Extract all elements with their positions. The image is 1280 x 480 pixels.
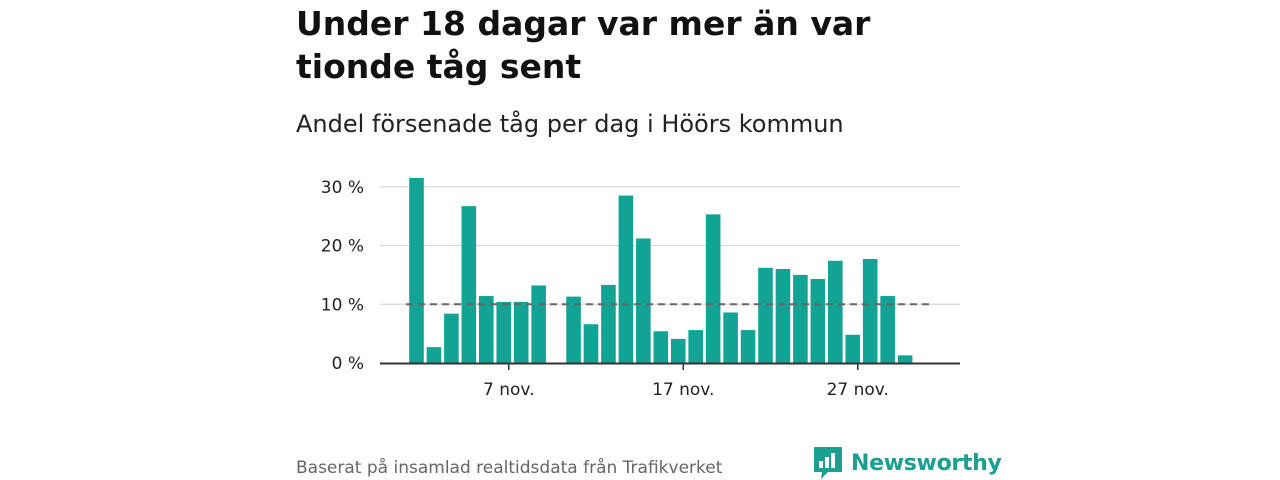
bar <box>566 296 581 363</box>
bar <box>670 338 686 363</box>
bar <box>531 285 546 363</box>
bar <box>513 301 529 363</box>
bar <box>479 296 494 363</box>
bar <box>496 301 512 363</box>
bar <box>810 278 826 363</box>
y-axis-labels: 0 % 10 % 20 % 30 % <box>321 178 364 374</box>
bar <box>409 177 424 363</box>
bar <box>688 330 703 363</box>
bar-chart-speech-bubble-icon <box>814 447 842 479</box>
bar <box>828 260 843 363</box>
bars <box>409 177 913 363</box>
bar <box>583 324 599 363</box>
bar <box>601 284 616 363</box>
bar <box>426 347 442 363</box>
bar <box>653 331 669 363</box>
x-tick-label: 17 nov. <box>652 380 714 400</box>
y-tick-label: 30 % <box>321 178 364 198</box>
y-tick-label: 20 % <box>321 237 364 257</box>
newsworthy-logo: Newsworthy <box>813 446 1002 480</box>
x-tick-label: 27 nov. <box>827 380 889 400</box>
bar <box>705 214 721 363</box>
bar <box>461 206 477 363</box>
bar <box>618 195 634 363</box>
source-note: Baserat på insamlad realtidsdata från Tr… <box>296 458 723 478</box>
bar <box>845 334 861 363</box>
bar <box>758 267 773 363</box>
bar <box>862 259 878 363</box>
y-tick-label: 10 % <box>321 295 364 315</box>
bar <box>740 330 756 363</box>
chart-title: Under 18 dagar var mer än var tionde tåg… <box>296 4 871 86</box>
x-tick-label: 7 nov. <box>483 380 535 400</box>
bar <box>897 355 913 363</box>
x-axis <box>380 362 960 370</box>
brand-name: Newsworthy <box>851 450 1002 476</box>
y-tick-label: 0 % <box>332 354 364 374</box>
x-axis-labels: 7 nov. 17 nov. 27 nov. <box>483 380 889 400</box>
bar <box>444 313 459 363</box>
bar <box>880 296 895 363</box>
bar-chart: 0 % 10 % 20 % 30 % 7 nov. 17 nov. 27 nov. <box>321 177 960 400</box>
bar <box>793 274 808 363</box>
bar <box>775 269 791 363</box>
bar <box>636 238 651 363</box>
chart-subtitle: Andel försenade tåg per dag i Höörs komm… <box>296 110 844 138</box>
bar <box>723 312 738 363</box>
